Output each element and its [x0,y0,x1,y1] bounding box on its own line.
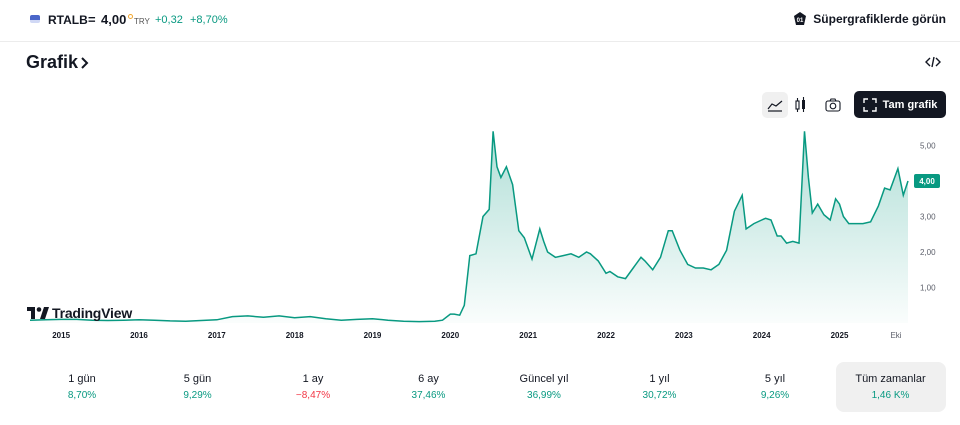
x-axis-tick-label: 2023 [675,331,693,340]
screenshot-button[interactable] [820,92,846,118]
y-axis-tick-label: 1,00 [920,284,936,293]
fullscreen-icon [862,97,877,112]
x-axis-tick-label: 2024 [753,331,771,340]
candles-icon [795,97,805,112]
y-axis-tick-label: 2,00 [920,248,936,257]
period-button[interactable]: 1 yıl 30,72% [605,362,715,412]
y-axis-tick-label: 3,00 [920,213,936,222]
chevron-right-icon[interactable] [80,56,89,70]
tradingview-logo-text: TradingView [52,305,133,321]
period-label: Tüm zamanlar [855,373,926,385]
period-button[interactable]: 5 yıl 9,26% [720,362,830,412]
x-axis-tick-label: 2016 [130,331,148,340]
currency-code: TRY [134,17,150,26]
x-axis-tick-label: 2020 [441,331,459,340]
last-value-label: 4,00 [919,177,935,186]
period-button[interactable]: 5 gün 9,29% [143,362,253,412]
period-change-value: 1,46 K% [871,390,910,401]
x-axis-tick-label: 2022 [597,331,615,340]
period-button[interactable]: Tüm zamanlar 1,46 K% [835,362,946,412]
x-axis-tick-label: Eki [890,331,901,340]
price-area-fill [30,131,908,323]
open-in-supercharts-label: Süpergrafiklerde görün [813,12,946,26]
market-status-icon [128,14,133,19]
period-label: 1 yıl [649,373,670,385]
country-flag-icon [30,15,40,23]
area-chart-button[interactable] [762,92,788,118]
period-change-value: 37,46% [411,390,446,401]
period-selector: 1 gün 8,70% 5 gün 9,29% 1 ay −8,47% 6 ay 37,46%… [27,362,947,412]
last-value-badge [914,174,940,188]
fullscreen-chart-button[interactable]: Tam grafik [854,91,946,118]
x-axis-tick-label: 2018 [286,331,304,340]
tradingview-logo: TradingView [27,305,132,321]
last-price: 4,00 [101,12,127,27]
price-change-percent: +8,70% [190,14,228,26]
equals-sign: = [88,12,96,27]
period-change-value: 9,29% [183,390,212,401]
open-in-supercharts-button[interactable]: 01 Süpergrafiklerde görün [793,12,946,26]
period-change-value: 8,70% [67,390,97,401]
x-axis-tick-label: 2017 [208,331,226,340]
price-line [29,131,909,323]
period-change-value: −8,47% [295,390,331,401]
period-label: 1 gün [68,373,96,385]
svg-text:01: 01 [797,18,804,24]
period-change-value: 30,72% [642,390,677,401]
period-button[interactable]: Güncel yıl 36,99% [489,362,599,412]
x-axis-tick-label: 2021 [519,331,537,340]
period-label: 6 ay [418,373,439,385]
supercharts-icon: 01 [794,12,807,25]
symbol-header: RTALB = 4,00 TRY +0,32 +8,70% 01 Süpergr… [0,0,960,42]
x-axis-tick-label: 2025 [831,331,849,340]
period-label: 5 gün [183,373,212,385]
fullscreen-label: Tam grafik [882,98,938,111]
period-button[interactable]: 6 ay 37,46% [374,362,484,412]
tradingview-logo-icon [27,307,49,319]
period-label: 1 ay [302,373,324,385]
period-label: Güncel yıl [519,373,569,385]
candles-chart-button[interactable] [788,92,814,118]
price-change: +0,32 [155,14,183,26]
period-button[interactable]: 1 gün 8,70% [27,362,137,412]
period-label: 5 yıl [764,373,786,385]
period-button[interactable]: 1 ay −8,47% [258,362,368,412]
period-change-value: 36,99% [527,390,561,401]
camera-icon [825,98,841,112]
x-axis-tick-label: 2015 [52,331,70,340]
area-chart-icon [767,100,783,112]
period-change-value: 9,26% [760,390,790,401]
x-axis-tick-label: 2019 [364,331,382,340]
chart-section-title[interactable]: Grafik [26,52,79,72]
price-chart[interactable]: 1,00 2,00 3,00 4,00 5,00 2015 2016 2017 2018 201… [0,120,960,345]
symbol-name[interactable]: RTALB [48,13,88,27]
y-axis-tick-label: 5,00 [920,142,936,151]
embed-code-icon[interactable] [925,56,941,68]
